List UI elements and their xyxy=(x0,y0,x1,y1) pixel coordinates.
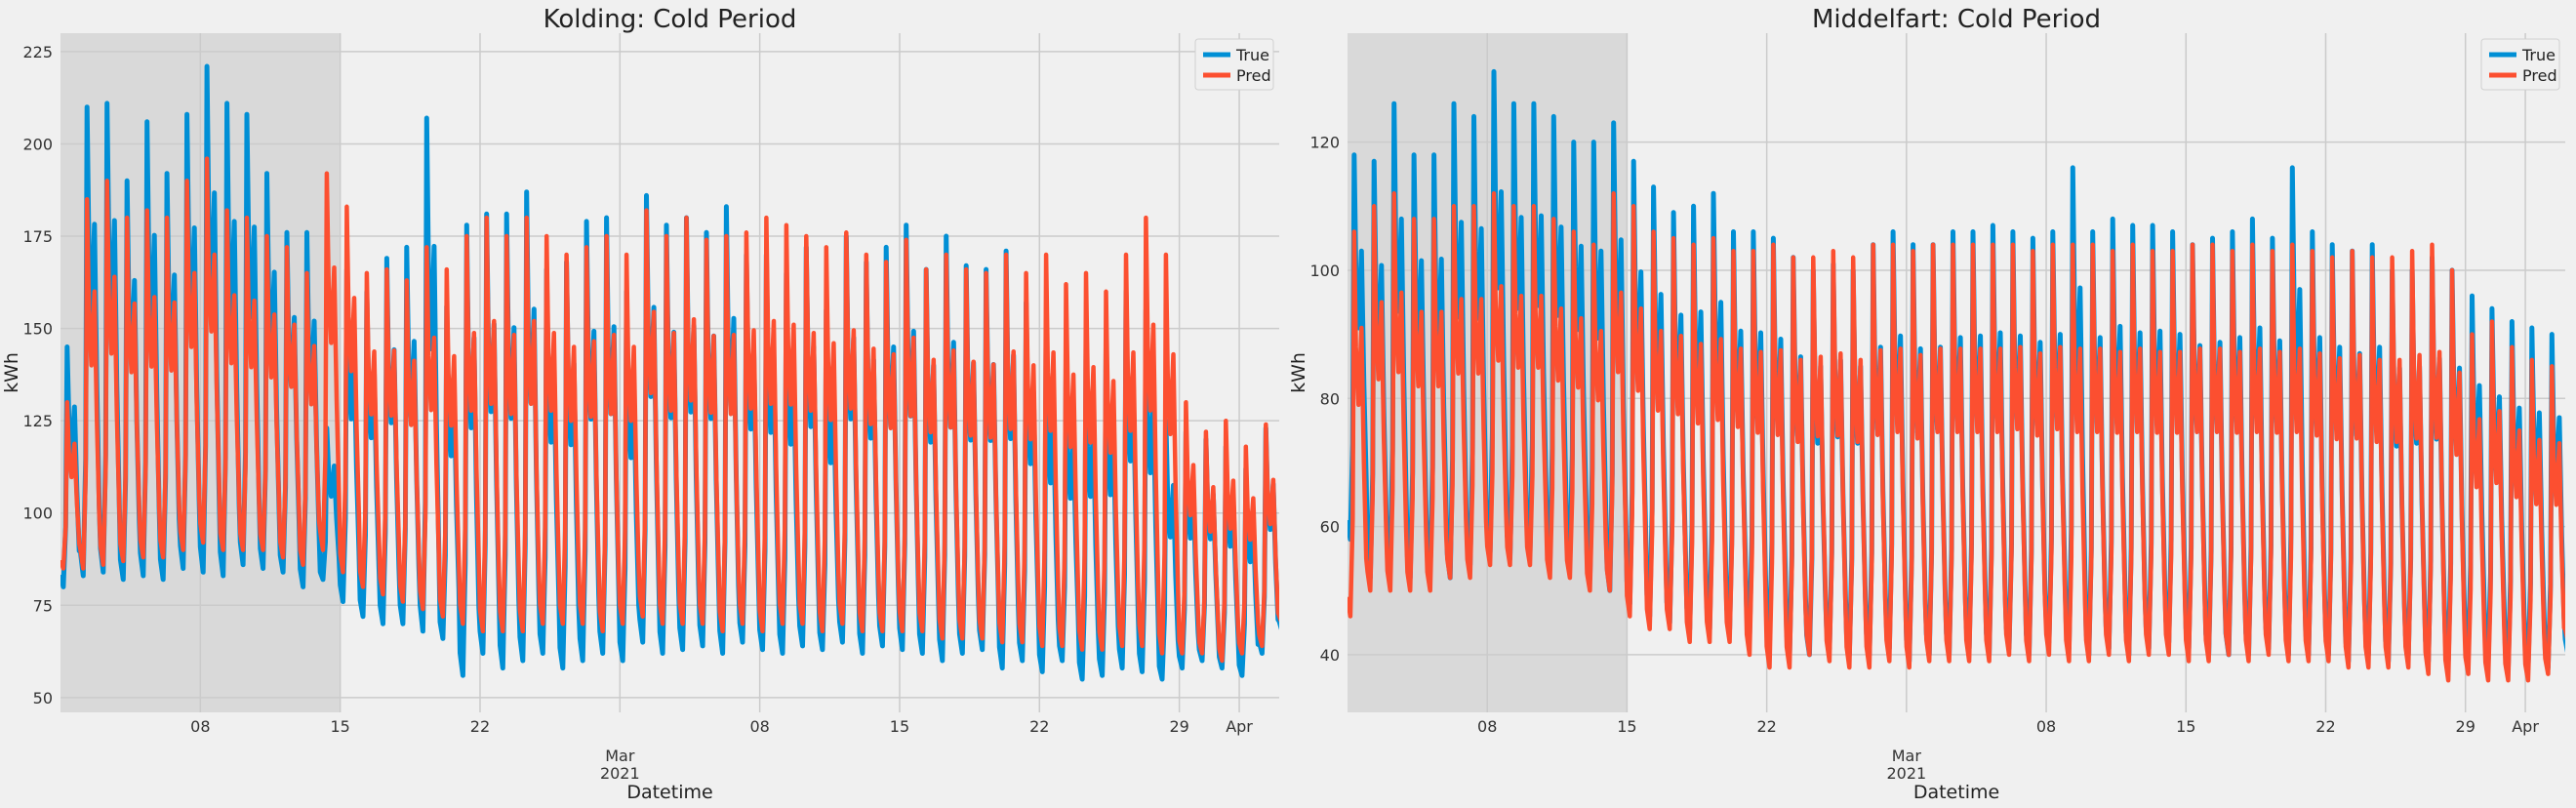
x-tick-label: Apr xyxy=(1226,717,1253,736)
x-tick-label: 08 xyxy=(2036,717,2056,736)
y-tick-label: 120 xyxy=(1309,134,1340,152)
x-axis-label: Datetime xyxy=(626,782,712,803)
x-tick-label: 22 xyxy=(1029,717,1049,736)
x-tick-label: 15 xyxy=(890,717,909,736)
x-tick-label: 22 xyxy=(470,717,490,736)
y-tick-label: 175 xyxy=(22,227,53,246)
x-tick-label: 08 xyxy=(1477,717,1497,736)
y-tick-label: 225 xyxy=(22,43,53,61)
legend: True Pred xyxy=(2480,38,2560,91)
y-tick-label: 50 xyxy=(33,689,53,707)
legend: True Pred xyxy=(1194,38,1274,91)
x-tick-label: 29 xyxy=(1169,717,1188,736)
x-tick-label: Mar xyxy=(605,747,635,765)
series-line-pred xyxy=(60,156,1279,664)
y-axis-label: kWh xyxy=(1,352,22,393)
y-tick-label: 40 xyxy=(1320,646,1340,665)
y-tick-label: 100 xyxy=(22,505,53,523)
y-tick-label: 100 xyxy=(1309,262,1340,280)
y-tick-label: 80 xyxy=(1320,389,1340,408)
x-tick-label: 15 xyxy=(2176,717,2195,736)
x-tick-label: Mar xyxy=(1892,747,1922,765)
y-tick-label: 200 xyxy=(22,135,53,153)
legend-label: True xyxy=(2521,46,2556,64)
x-tick-label: 15 xyxy=(330,717,349,736)
y-tick-label: 150 xyxy=(22,320,53,339)
x-tick-label: 22 xyxy=(1756,717,1776,736)
x-tick-label: 29 xyxy=(2456,717,2475,736)
x-tick-sublabel: 2021 xyxy=(600,764,640,783)
x-tick-label: 08 xyxy=(749,717,769,736)
x-axis-label: Datetime xyxy=(1913,782,1999,803)
x-tick-label: 22 xyxy=(2315,717,2335,736)
y-axis-label: kWh xyxy=(1288,352,1309,393)
legend-label: Pred xyxy=(2522,66,2557,85)
legend-label: True xyxy=(1235,46,1269,64)
y-tick-label: 125 xyxy=(22,412,53,430)
x-tick-label: Apr xyxy=(2512,717,2539,736)
series-line-pred xyxy=(1348,190,2565,683)
x-tick-label: 15 xyxy=(1617,717,1636,736)
y-tick-label: 60 xyxy=(1320,518,1340,537)
chart-title: Middelfart: Cold Period xyxy=(1812,5,2101,34)
y-tick-label: 75 xyxy=(33,596,53,615)
x-tick-label: 08 xyxy=(190,717,210,736)
legend-label: Pred xyxy=(1236,66,1271,85)
x-tick-sublabel: 2021 xyxy=(1886,764,1926,783)
chart-title: Kolding: Cold Period xyxy=(543,5,797,34)
